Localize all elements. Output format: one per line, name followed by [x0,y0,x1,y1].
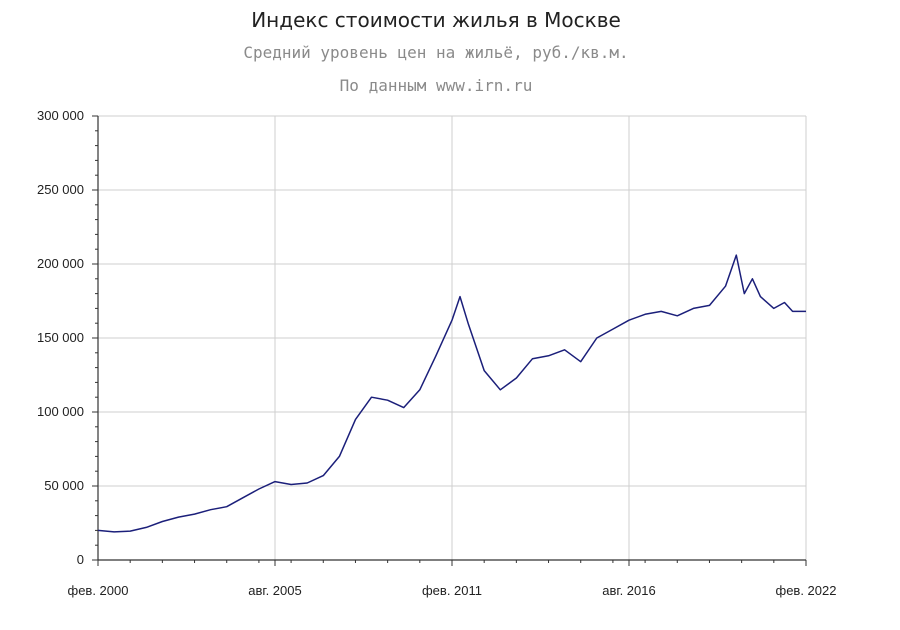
x-tick-label: авг. 2005 [248,583,301,598]
x-tick-label: авг. 2016 [602,583,655,598]
x-axis-ticks: фев. 2000 авг. 2005 фев. 2011 авг. 2016 фев.… [68,560,837,598]
chart-title: Индекс стоимости жилья в Москве [251,8,621,32]
y-axis-ticks: 0 50 000 100 000 150 000 200 000 250 000 300 0… [37,108,98,567]
y-tick-label: 250 000 [37,182,84,197]
x-tick-label: фев. 2000 [68,583,129,598]
grid-lines [98,115,807,560]
y-tick-label: 300 000 [37,108,84,123]
x-tick-label: фев. 2022 [776,583,837,598]
y-tick-label: 150 000 [37,330,84,345]
x-tick-label: фев. 2011 [422,583,482,598]
y-tick-label: 200 000 [37,256,84,271]
chart-subtitle: Средний уровень цен на жильё, руб./кв.м. [243,43,629,62]
y-tick-label: 50 000 [44,478,84,493]
y-tick-label: 100 000 [37,404,84,419]
series-line [97,254,806,533]
chart-source: По данным www.irn.ru [339,76,533,95]
y-tick-label: 0 [77,552,84,567]
